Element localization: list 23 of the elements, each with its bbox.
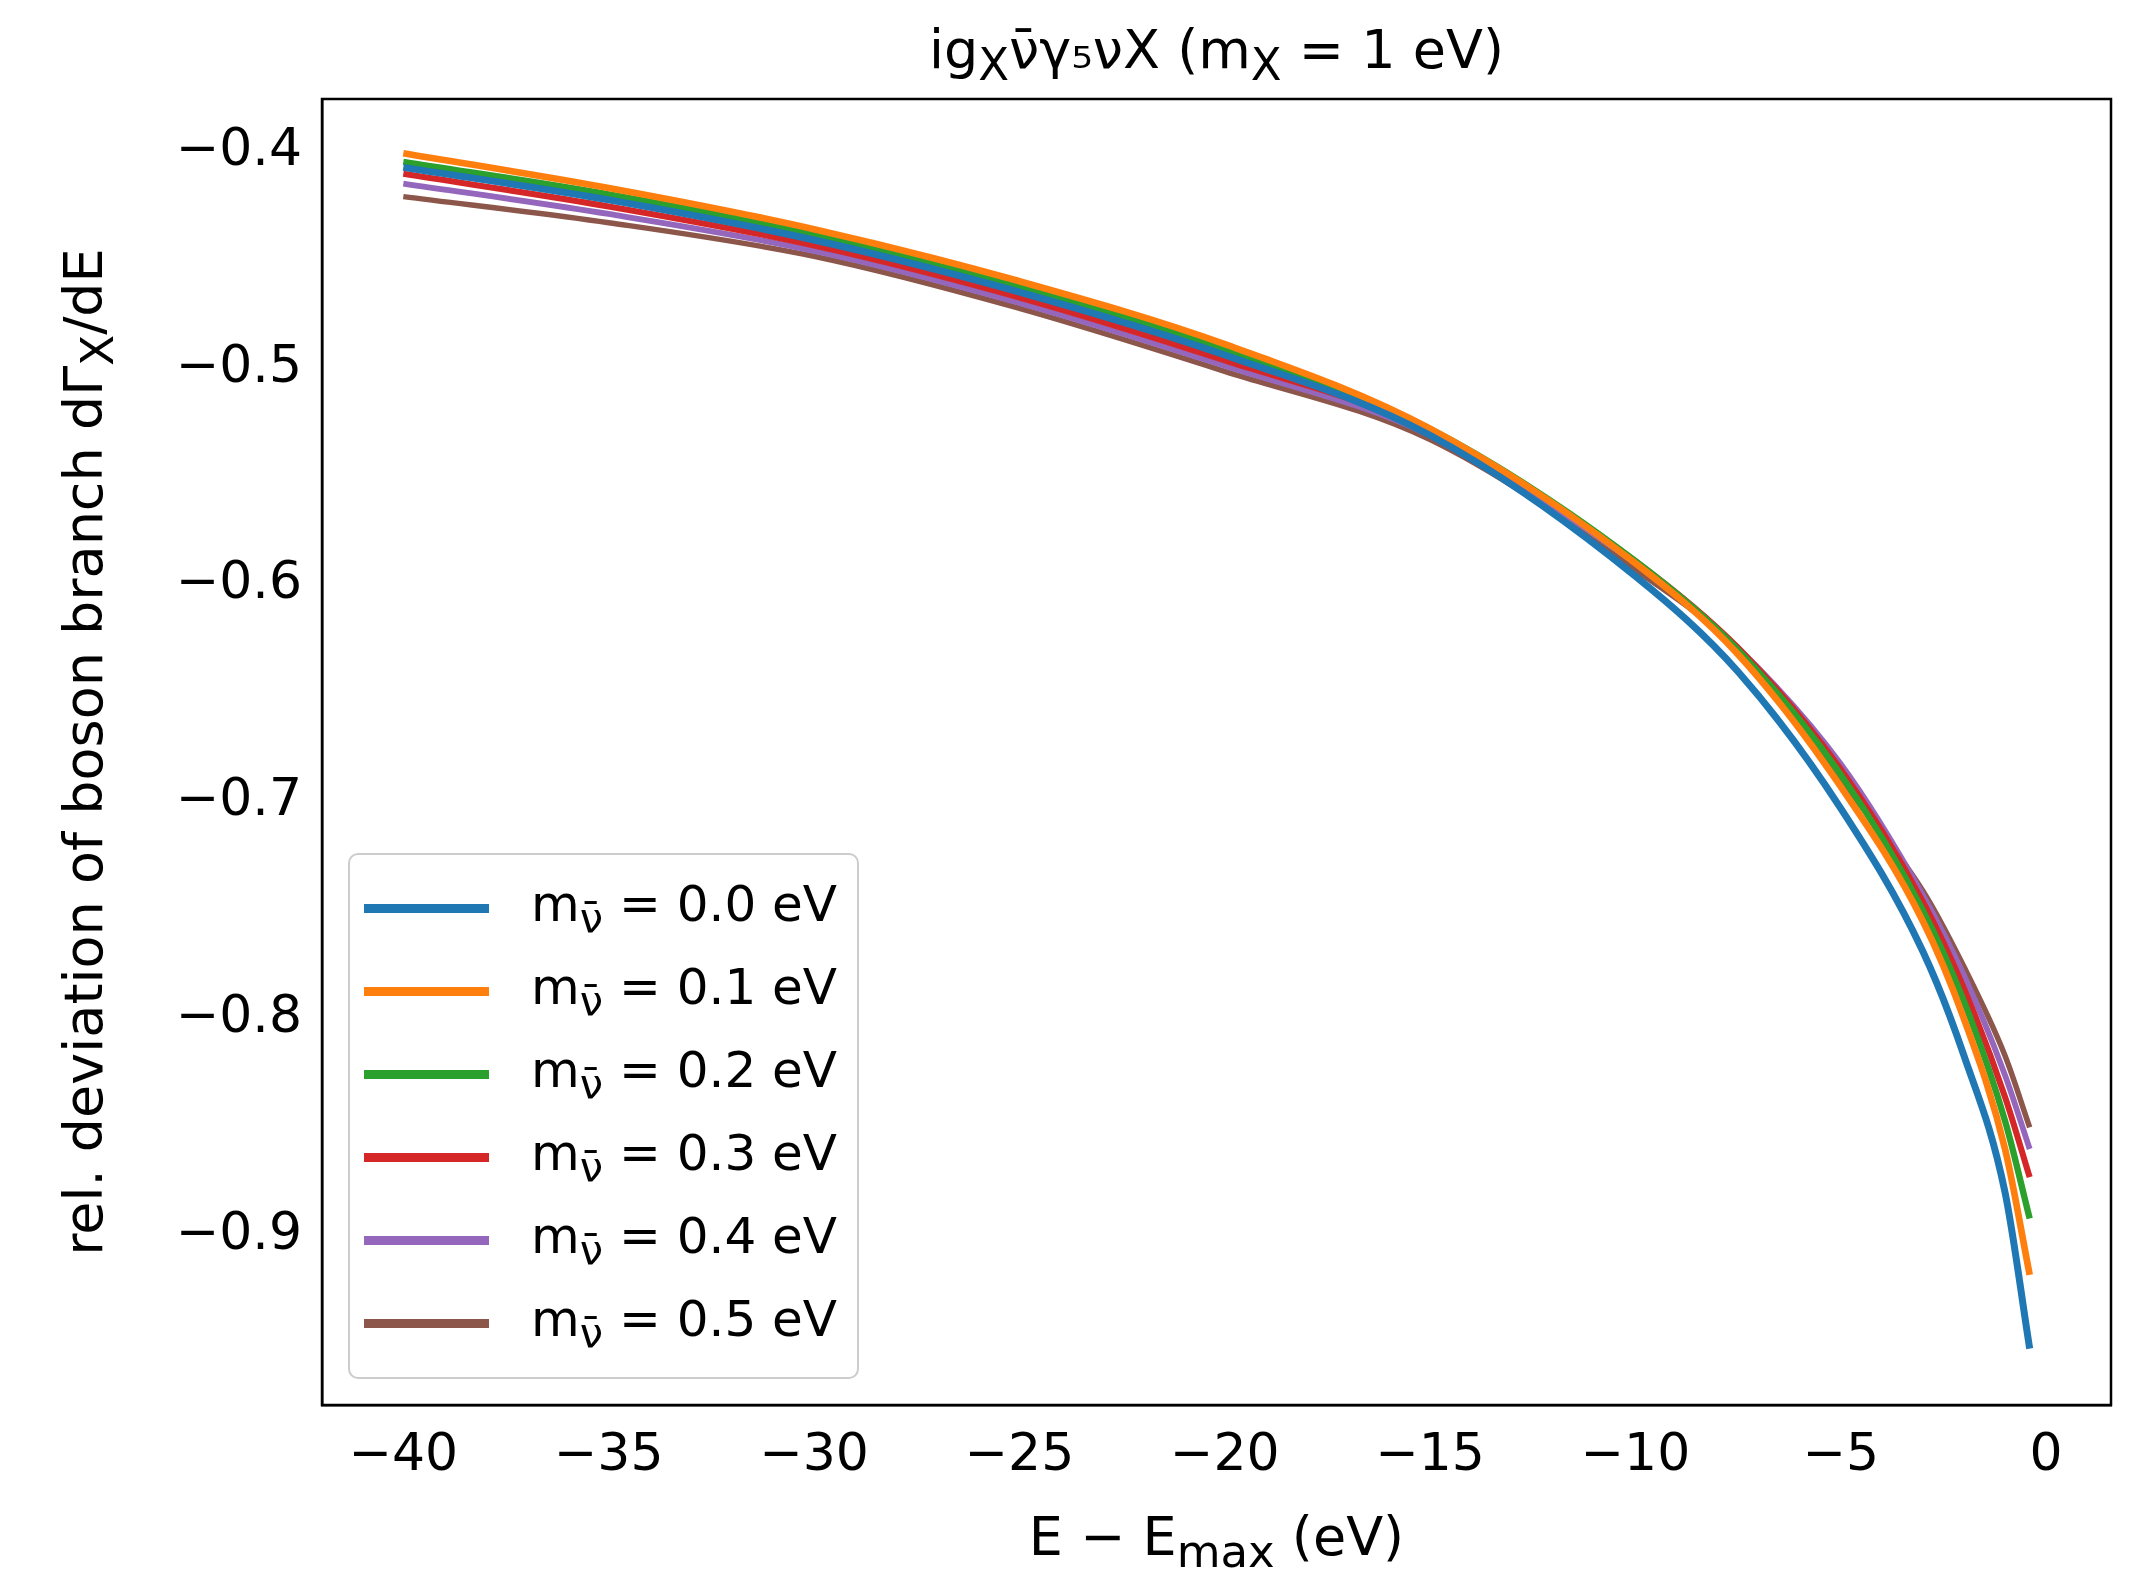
x-tick-label: −25 [964,1421,1075,1482]
x-axis-title: E − E$_{max}$ (eV) [1028,1505,1405,1578]
y-tick-label: −0.4 [175,116,302,177]
legend-label: m$_{ν̄}$ = 0.3 eV [531,1124,838,1191]
y-tick-label: −0.8 [175,984,302,1045]
chart-title: ig$_{X}$ν̄γ₅νX (m$_{X}$ = 1 eV) [928,18,1505,91]
legend-label: m$_{ν̄}$ = 0.1 eV [531,958,838,1025]
y-tick-label: −0.5 [175,333,302,394]
y-tick-label: −0.7 [175,767,302,828]
y-tick-label: −0.6 [175,550,302,611]
legend-label: m$_{ν̄}$ = 0.4 eV [531,1207,838,1274]
x-tick-label: −35 [553,1421,664,1482]
x-tick-label: −10 [1580,1421,1691,1482]
x-tick-label: 0 [2029,1421,2063,1482]
legend-label: m$_{ν̄}$ = 0.2 eV [531,1041,838,1108]
x-tick-label: −40 [348,1421,459,1482]
legend-label: m$_{ν̄}$ = 0.0 eV [531,875,838,942]
x-tick-label: −30 [759,1421,869,1482]
legend-label: m$_{ν̄}$ = 0.5 eV [531,1290,838,1357]
x-tick-label: −20 [1169,1421,1280,1482]
x-tick-label: −5 [1802,1421,1880,1482]
x-tick-label: −15 [1375,1421,1485,1482]
y-tick-label: −0.9 [175,1201,302,1262]
